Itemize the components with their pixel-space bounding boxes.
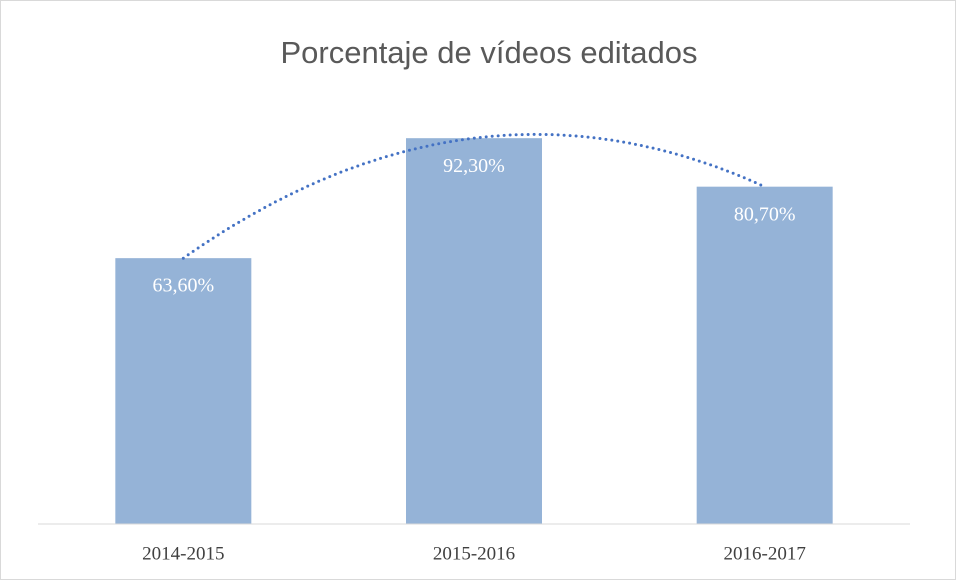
data-label: 80,70% (734, 203, 796, 225)
x-tick-label: 2016-2017 (724, 543, 806, 564)
bar (115, 258, 252, 524)
chart-title: Porcentaje de vídeos editados (280, 35, 697, 70)
x-tick-label: 2015-2016 (433, 543, 515, 564)
bar (696, 186, 833, 524)
bar (406, 138, 542, 524)
trendline (181, 132, 767, 260)
data-label: 92,30% (443, 155, 505, 177)
x-tick-label: 2014-2015 (142, 543, 224, 564)
data-label: 63,60% (152, 275, 214, 297)
